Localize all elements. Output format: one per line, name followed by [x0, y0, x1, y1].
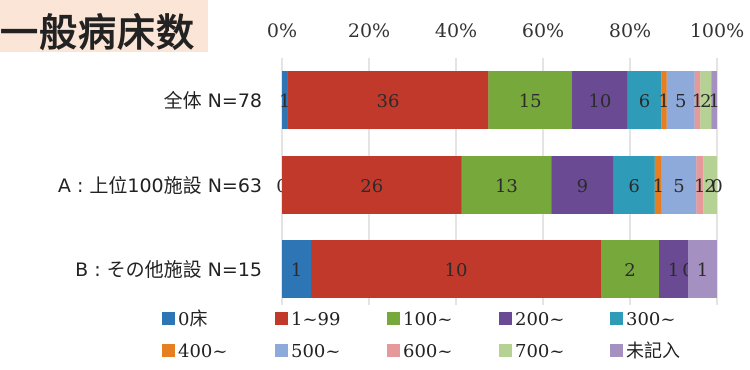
legend-swatch	[387, 312, 400, 325]
bar-segment	[654, 156, 662, 214]
legend-label: 未記入	[626, 341, 680, 362]
x-tick-label: 0%	[267, 20, 297, 42]
bar-segment	[661, 156, 697, 214]
legend-swatch	[162, 344, 175, 357]
data-label: 10	[445, 260, 468, 281]
legend-label: 300~	[626, 309, 675, 330]
bar-segment	[627, 71, 662, 129]
data-label: 2	[624, 260, 635, 281]
bar-segment	[661, 71, 667, 129]
category-label: A : 上位100施設 N=63	[58, 175, 262, 197]
legend-label: 100~	[403, 309, 452, 330]
legend-label: 600~	[403, 341, 452, 362]
legend-swatch	[387, 344, 400, 357]
bar-segment	[688, 240, 717, 298]
legend-label: 200~	[515, 309, 564, 330]
data-label: 10	[588, 91, 611, 112]
legend-label: 0床	[178, 309, 207, 330]
bar-segment	[694, 71, 701, 129]
data-label: 5	[675, 91, 686, 112]
chart-title: 一般病床数	[0, 11, 196, 55]
legend-swatch	[162, 312, 175, 325]
bar-segment	[703, 156, 717, 214]
bar-segment	[696, 156, 704, 214]
bar-segment	[461, 156, 552, 214]
data-label: 0	[711, 176, 722, 197]
legend-swatch	[610, 312, 623, 325]
data-label: 1	[708, 91, 719, 112]
data-label: 36	[377, 91, 400, 112]
data-label: 2	[700, 91, 711, 112]
bar-segment	[572, 71, 628, 129]
bar-segment	[488, 71, 572, 129]
legend-label: 700~	[515, 341, 564, 362]
bar-row: 026139615120	[276, 156, 723, 214]
bar-segment	[711, 71, 717, 129]
data-label: 1	[658, 91, 669, 112]
bar-segment	[311, 240, 601, 298]
legend-swatch	[610, 344, 623, 357]
x-tick-label: 100%	[690, 20, 744, 42]
x-tick-label: 40%	[435, 20, 477, 42]
legend-swatch	[499, 344, 512, 357]
data-label: 1	[697, 260, 708, 281]
legend-swatch	[499, 312, 512, 325]
bar-segment	[287, 71, 489, 129]
x-tick-label: 80%	[609, 20, 651, 42]
legend-label: 1~99	[291, 309, 340, 330]
data-label: 6	[639, 91, 650, 112]
data-label: 26	[360, 176, 383, 197]
data-label: 1	[694, 176, 705, 197]
bar-segment	[551, 156, 614, 214]
legend-swatch	[275, 344, 288, 357]
legend-label: 500~	[291, 341, 340, 362]
legend-label: 400~	[178, 341, 227, 362]
bar-segment	[282, 156, 462, 214]
data-label: 1	[692, 91, 703, 112]
data-label: 1	[279, 91, 290, 112]
legend-swatch	[275, 312, 288, 325]
x-tick-label: 60%	[522, 20, 564, 42]
category-label: 全体 N=78	[164, 90, 262, 112]
bar-segment	[282, 240, 311, 298]
data-label: 2	[704, 176, 715, 197]
data-label: 6	[628, 176, 639, 197]
bar-segment	[666, 71, 695, 129]
category-label: B : その他施設 N=15	[75, 259, 262, 281]
bar-segment	[659, 240, 688, 298]
bar-row: 1 36 15 10 6 1 5 121	[279, 71, 720, 129]
legend: 0床 1~99 100~ 200~ 300~ 400~ 500~ 600~ 700~ 未記入	[162, 309, 680, 362]
data-label: 13	[495, 176, 518, 197]
data-label: 1	[668, 260, 679, 281]
bar-row: 1102101	[282, 240, 717, 298]
x-tick-label: 20%	[348, 20, 390, 42]
data-label: 5	[673, 176, 684, 197]
data-label: 15	[519, 91, 542, 112]
data-label: 1	[291, 260, 302, 281]
chart-title-background	[0, 0, 208, 52]
data-label: 9	[577, 176, 588, 197]
bar-segment	[700, 71, 712, 129]
bar-segment	[613, 156, 655, 214]
bar-segment	[601, 240, 659, 298]
bar-segment	[282, 71, 288, 129]
data-label: 1	[653, 176, 664, 197]
